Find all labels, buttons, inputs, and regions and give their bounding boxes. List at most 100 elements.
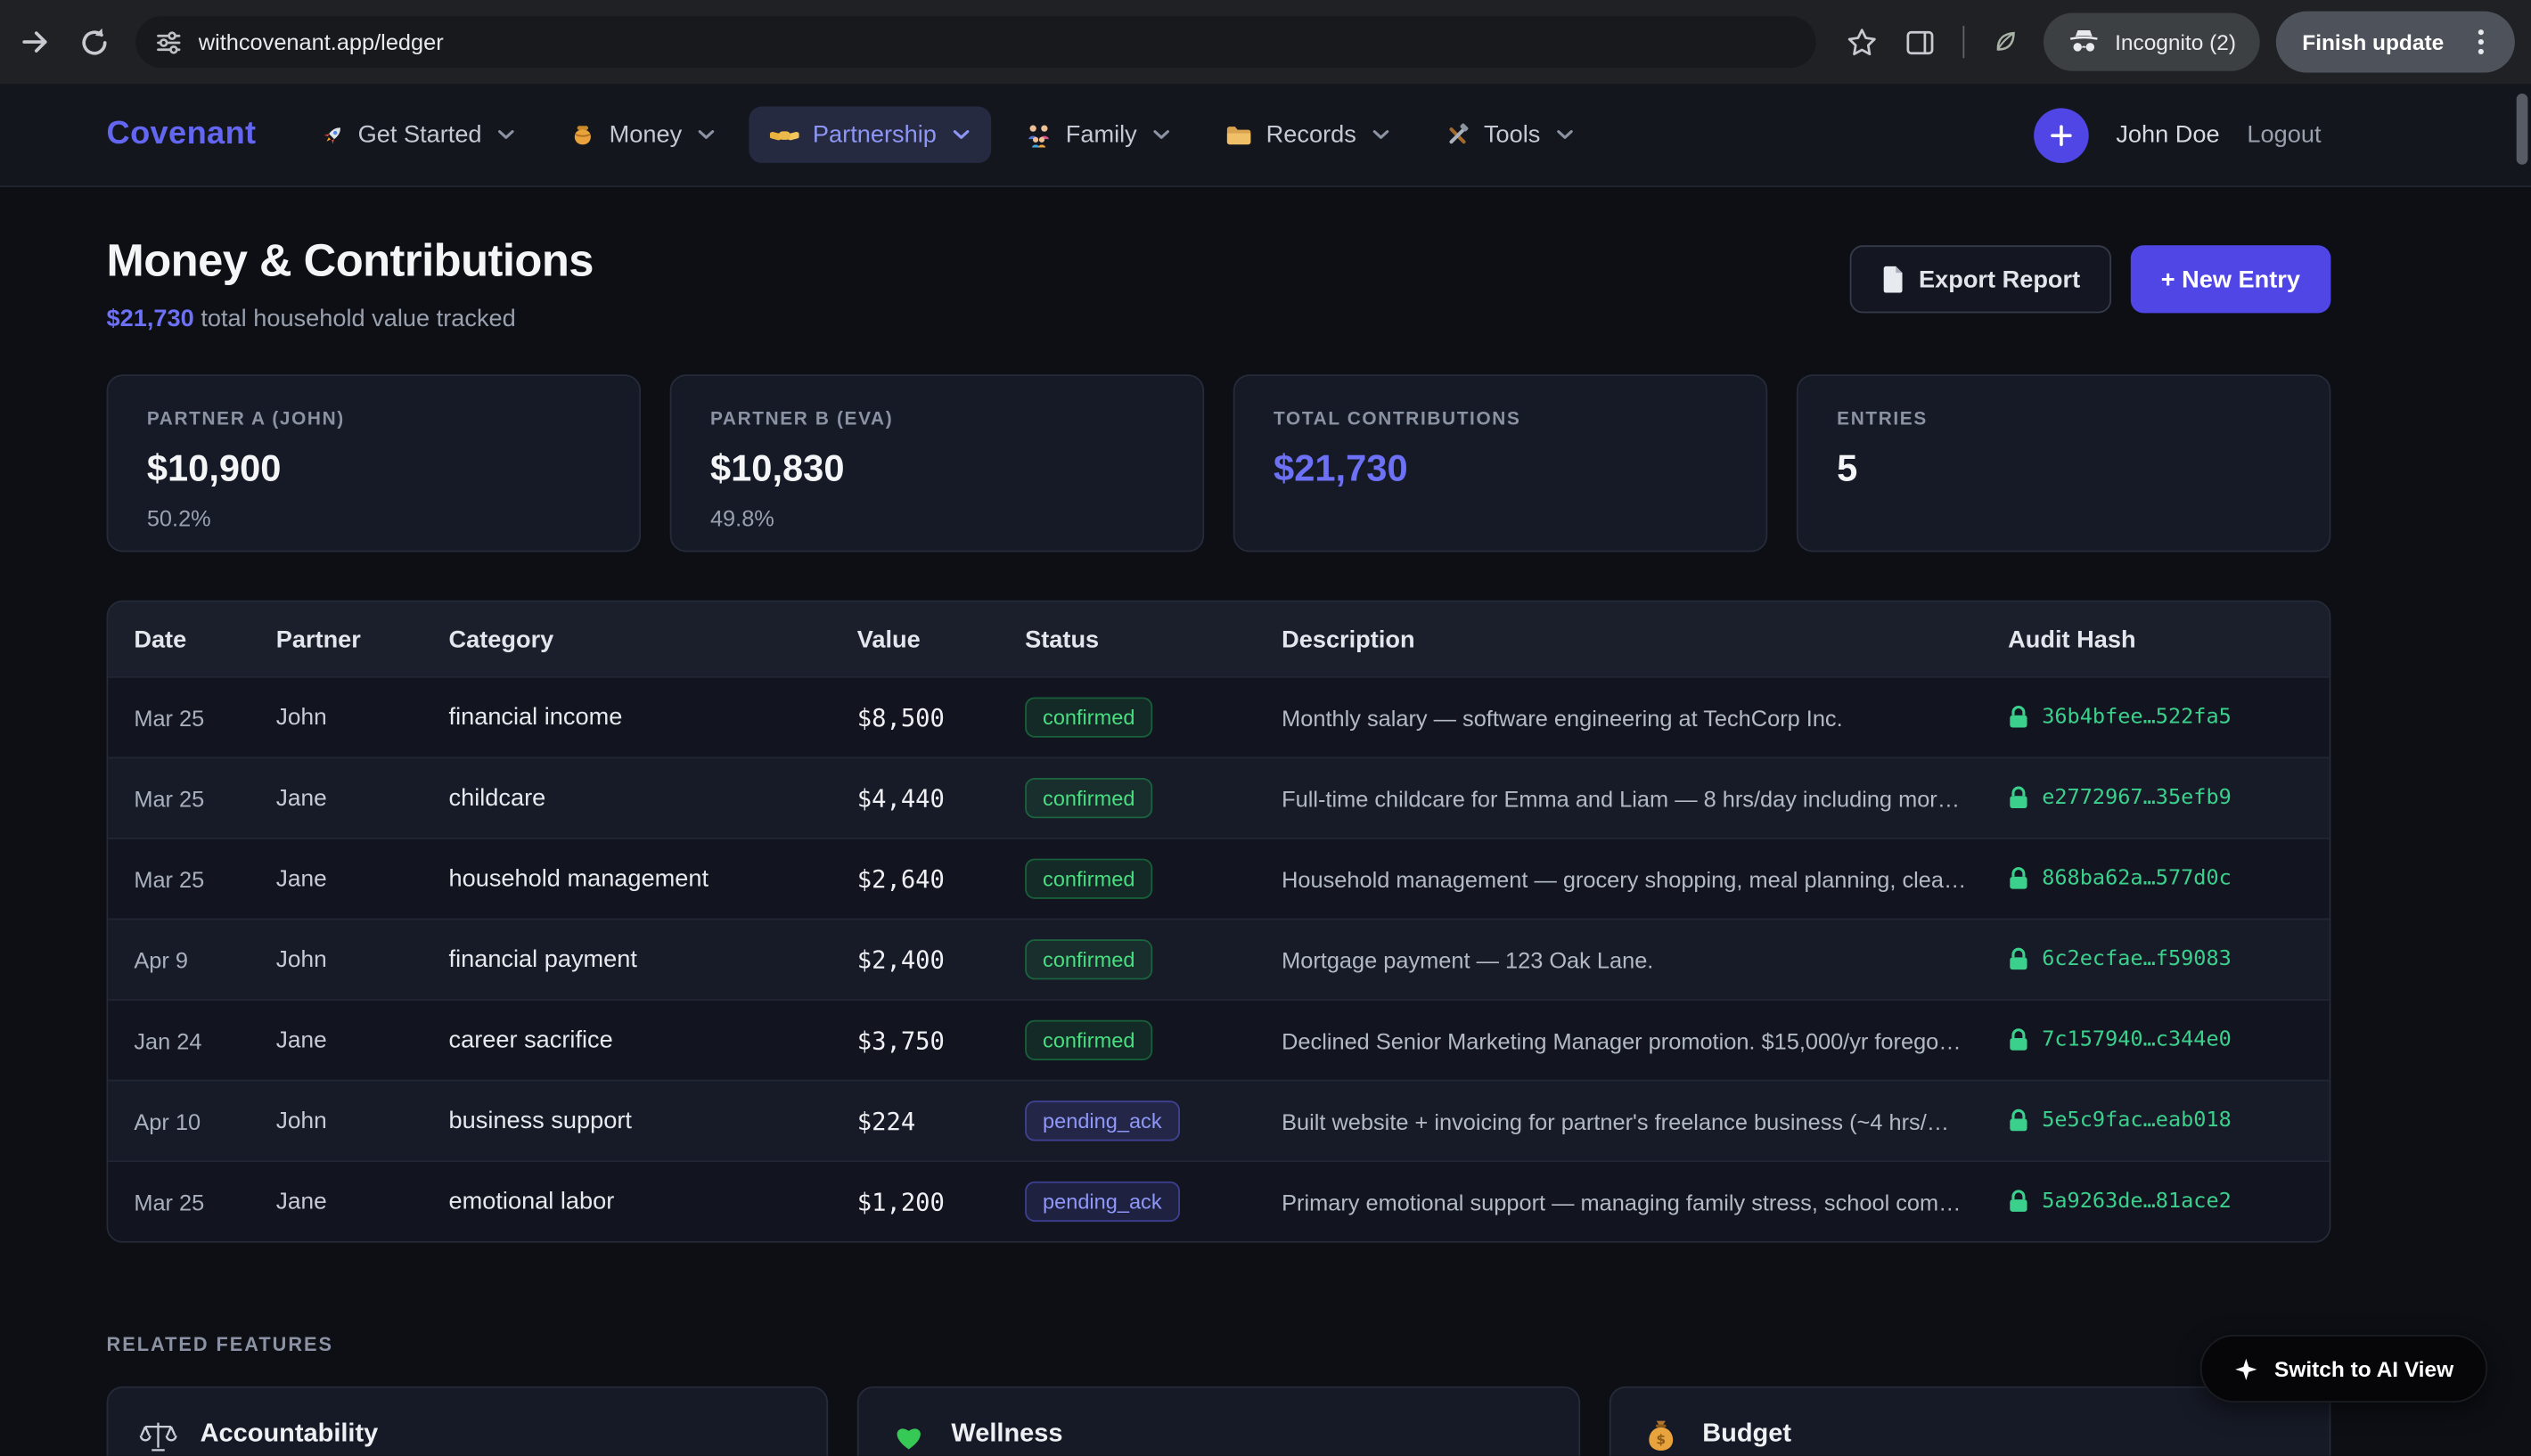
forward-button[interactable] [6,12,64,70]
side-panel-icon [1903,25,1937,59]
site-header: Covenant Get Started Money P [0,84,2531,188]
nav-item-get-started[interactable]: Get Started [299,107,537,163]
nav-label: Money [609,120,683,149]
nav-item-tools[interactable]: Tools [1424,107,1595,163]
logout-link[interactable]: Logout [2247,120,2322,149]
stat-value: $21,730 [1274,446,1408,489]
sparkle-icon [2234,1356,2258,1380]
add-quick-button[interactable] [2033,107,2089,163]
nav-item-money[interactable]: Money [550,107,737,163]
table-row[interactable]: Apr 9 John financial payment $2,400 conf… [108,918,2330,1000]
incognito-label: Incognito (2) [2115,29,2236,54]
svg-text:$: $ [1656,1432,1666,1448]
status-badge: pending_ack [1025,1181,1180,1223]
audit-hash: 36b4bfee…522fa5 [2008,706,2303,730]
chevron-down-icon [698,129,716,141]
user-name[interactable]: John Doe [2116,120,2220,149]
url-bar[interactable]: withcovenant.app/ledger [135,16,1816,69]
cell-date: Apr 10 [134,1108,201,1134]
stat-card-total-contributions: TOTAL CONTRIBUTIONS $21,730 [1233,374,1768,552]
main-content: Money & Contributions $21,730 total hous… [0,187,2531,1456]
family-icon [1025,122,1053,148]
chevron-down-icon [498,129,516,141]
finish-update-button[interactable]: Finish update [2276,11,2515,73]
cell-description: Monthly salary — software engineering at… [1282,704,1843,731]
brand-logo[interactable]: Covenant [106,116,257,152]
related-card-budget[interactable]: $ Budget [1609,1386,2331,1456]
table-row[interactable]: Mar 25 John financial income $8,500 conf… [108,675,2330,757]
chevron-down-icon [953,129,971,141]
nav-label: Get Started [357,120,482,149]
stat-value: 5 [1837,446,1858,489]
chevron-down-icon [1153,129,1171,141]
file-icon [1880,265,1904,294]
subtitle-text: total household value tracked [193,305,516,333]
hash-text: 868ba62a…577d0c [2042,866,2232,891]
plus-icon [2048,122,2074,148]
audit-hash: 7c157940…c344e0 [2008,1028,2303,1052]
cell-partner: Jane [275,1027,327,1053]
table-row[interactable]: Jan 24 Jane career sacrifice $3,750 conf… [108,999,2330,1080]
status-badge: confirmed [1025,858,1153,900]
switch-to-ai-view-button[interactable]: Switch to AI View [2199,1334,2488,1403]
export-report-button[interactable]: Export Report [1849,245,2111,314]
audit-hash: 5a9263de…81ace2 [2008,1190,2303,1214]
nav-item-partnership[interactable]: Partnership [749,106,992,163]
ai-view-label: Switch to AI View [2274,1356,2454,1381]
table-row[interactable]: Apr 10 John business support $224 pendin… [108,1079,2330,1161]
site-settings-icon[interactable] [155,29,183,56]
cell-date: Jan 24 [134,1027,202,1053]
cell-value: $3,750 [856,1026,945,1055]
related-feature-cards: Accountability Wellness $ Budget [106,1386,2331,1456]
related-card-wellness[interactable]: Wellness [857,1386,1580,1456]
cell-value: $2,640 [856,863,945,894]
cell-value: $8,500 [856,702,945,732]
hash-text: 6c2ecfae…f59083 [2042,947,2232,972]
col-audit-hash: Audit Hash [2008,625,2136,653]
cell-value: $1,200 [856,1187,945,1216]
hash-text: 36b4bfee…522fa5 [2042,705,2232,730]
honey-pot-icon [570,122,596,148]
cell-description: Built website + invoicing for partner's … [1282,1108,1950,1134]
cell-description: Full-time childcare for Emma and Liam — … [1282,785,1961,812]
finish-update-label: Finish update [2302,29,2445,54]
main-nav: Get Started Money Partnership [299,106,2034,163]
reload-button[interactable] [64,12,122,70]
lock-icon [2008,1108,2029,1133]
scales-icon [137,1415,179,1455]
stat-label: PARTNER B (EVA) [709,410,894,429]
tools-icon [1445,122,1470,148]
cell-date: Mar 25 [134,704,205,731]
related-card-title: Wellness [951,1419,1063,1448]
chevron-down-icon [1557,129,1575,141]
extension-button[interactable] [1979,16,2031,68]
cell-category: career sacrifice [448,1026,613,1054]
scrollbar-thumb[interactable] [2516,94,2528,165]
page-title: Money & Contributions [106,235,594,286]
incognito-icon [2068,28,2101,57]
related-card-accountability[interactable]: Accountability [106,1386,829,1456]
cell-value: $4,440 [856,783,945,813]
table-row[interactable]: Mar 25 Jane household management $2,640 … [108,838,2330,919]
bookmark-button[interactable] [1832,12,1890,70]
more-vert-icon[interactable] [2460,21,2502,63]
status-badge: pending_ack [1025,1100,1180,1142]
stat-value: $10,830 [709,446,845,489]
nav-label: Partnership [812,120,937,149]
side-panel-button[interactable] [1890,12,1948,70]
subtitle-total-value: $21,730 [106,305,194,333]
nav-item-records[interactable]: Records [1205,107,1412,163]
handshake-icon [770,124,800,146]
audit-hash: e2772967…35efb9 [2008,786,2303,810]
audit-hash: 6c2ecfae…f59083 [2008,947,2303,971]
new-entry-button[interactable]: + New Entry [2130,245,2331,314]
audit-hash: 868ba62a…577d0c [2008,867,2303,891]
lock-icon [2008,1190,2029,1214]
table-row[interactable]: Mar 25 Jane emotional labor $1,200 pendi… [108,1160,2330,1241]
stat-card-partner-a: PARTNER A (JOHN) $10,900 50.2% [106,374,642,552]
incognito-indicator[interactable]: Incognito (2) [2044,12,2261,71]
nav-item-family[interactable]: Family [1004,107,1192,163]
cell-value: $224 [856,1106,916,1136]
table-row[interactable]: Mar 25 Jane childcare $4,440 confirmed F… [108,757,2330,838]
